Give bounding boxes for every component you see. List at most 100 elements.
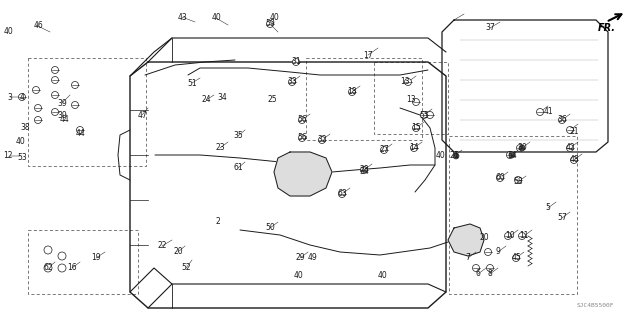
Circle shape <box>35 116 42 123</box>
Text: 47: 47 <box>137 110 147 120</box>
Text: 3: 3 <box>8 93 12 101</box>
Text: 5: 5 <box>545 204 550 212</box>
Text: 49: 49 <box>307 254 317 263</box>
Circle shape <box>570 157 577 164</box>
Circle shape <box>58 264 66 272</box>
Circle shape <box>349 88 355 95</box>
Text: 6: 6 <box>476 270 481 278</box>
Circle shape <box>566 127 573 133</box>
Bar <box>28 230 138 294</box>
Text: 13: 13 <box>400 78 410 86</box>
Circle shape <box>51 108 58 115</box>
Circle shape <box>339 190 346 197</box>
Text: 26: 26 <box>449 152 459 160</box>
Circle shape <box>298 116 305 123</box>
Text: 31: 31 <box>291 57 301 66</box>
Text: 46: 46 <box>33 20 43 29</box>
Text: 14: 14 <box>409 144 419 152</box>
Text: 44: 44 <box>60 115 70 124</box>
Text: 54: 54 <box>507 151 517 160</box>
Circle shape <box>486 264 493 271</box>
Bar <box>449 136 577 294</box>
Text: 17: 17 <box>363 50 373 60</box>
Text: SJC4B5500F: SJC4B5500F <box>577 303 614 308</box>
Text: 33: 33 <box>287 78 297 86</box>
Text: 34: 34 <box>359 167 369 176</box>
Circle shape <box>536 108 543 115</box>
Circle shape <box>518 233 525 240</box>
Circle shape <box>51 77 58 84</box>
Circle shape <box>35 105 42 112</box>
Text: 27: 27 <box>379 145 389 154</box>
Circle shape <box>292 58 300 65</box>
Text: 39: 39 <box>57 110 67 120</box>
Text: 44: 44 <box>75 129 85 137</box>
Circle shape <box>72 81 79 88</box>
Text: 51: 51 <box>187 78 197 87</box>
Circle shape <box>509 152 515 158</box>
Text: 30: 30 <box>517 144 527 152</box>
Circle shape <box>360 167 367 174</box>
Text: 40: 40 <box>3 27 13 36</box>
Text: 25: 25 <box>267 95 277 105</box>
Text: 16: 16 <box>67 263 77 272</box>
Text: 7: 7 <box>465 254 470 263</box>
Text: 58: 58 <box>513 177 523 187</box>
Text: 18: 18 <box>348 87 356 97</box>
Text: 57: 57 <box>557 213 567 222</box>
Text: 11: 11 <box>519 232 529 241</box>
Text: 56: 56 <box>297 115 307 124</box>
Circle shape <box>413 99 419 106</box>
Polygon shape <box>448 224 484 256</box>
Text: FR.: FR. <box>598 23 616 33</box>
Circle shape <box>513 255 520 262</box>
Circle shape <box>298 135 305 142</box>
Circle shape <box>472 264 479 271</box>
Text: 48: 48 <box>569 155 579 165</box>
Circle shape <box>484 249 492 256</box>
Bar <box>28 58 146 166</box>
Circle shape <box>497 174 504 182</box>
Text: 15: 15 <box>411 123 421 132</box>
Circle shape <box>420 112 428 118</box>
Circle shape <box>516 145 524 152</box>
Circle shape <box>77 127 83 133</box>
Text: 22: 22 <box>157 241 167 250</box>
Circle shape <box>519 145 525 151</box>
Text: 20: 20 <box>479 234 489 242</box>
Text: 56: 56 <box>297 133 307 143</box>
Text: 60: 60 <box>495 174 505 182</box>
Circle shape <box>504 233 511 240</box>
Text: 36: 36 <box>557 115 567 124</box>
Circle shape <box>33 86 40 93</box>
Bar <box>374 62 448 134</box>
Circle shape <box>19 93 26 100</box>
Text: 43: 43 <box>177 12 187 21</box>
Text: 2: 2 <box>216 218 220 226</box>
Text: 40: 40 <box>293 271 303 279</box>
Text: 1: 1 <box>454 152 458 160</box>
Circle shape <box>58 252 66 260</box>
Circle shape <box>72 101 79 108</box>
Text: 55: 55 <box>419 110 429 120</box>
Text: 40: 40 <box>378 271 388 279</box>
Circle shape <box>413 124 419 131</box>
Text: 10: 10 <box>505 232 515 241</box>
Text: 40: 40 <box>211 13 221 23</box>
Circle shape <box>51 66 58 73</box>
Text: 4: 4 <box>20 93 24 101</box>
Text: 59: 59 <box>265 19 275 28</box>
Circle shape <box>566 145 573 152</box>
Circle shape <box>44 246 52 254</box>
Text: 35: 35 <box>233 131 243 140</box>
Circle shape <box>404 78 412 85</box>
Text: 61: 61 <box>233 164 243 173</box>
Polygon shape <box>274 152 332 196</box>
Circle shape <box>410 145 417 152</box>
Text: 38: 38 <box>20 123 30 132</box>
Text: 42: 42 <box>565 144 575 152</box>
Circle shape <box>515 176 522 183</box>
Text: 32: 32 <box>317 136 327 145</box>
Text: 21: 21 <box>569 128 579 137</box>
Text: 50: 50 <box>265 224 275 233</box>
